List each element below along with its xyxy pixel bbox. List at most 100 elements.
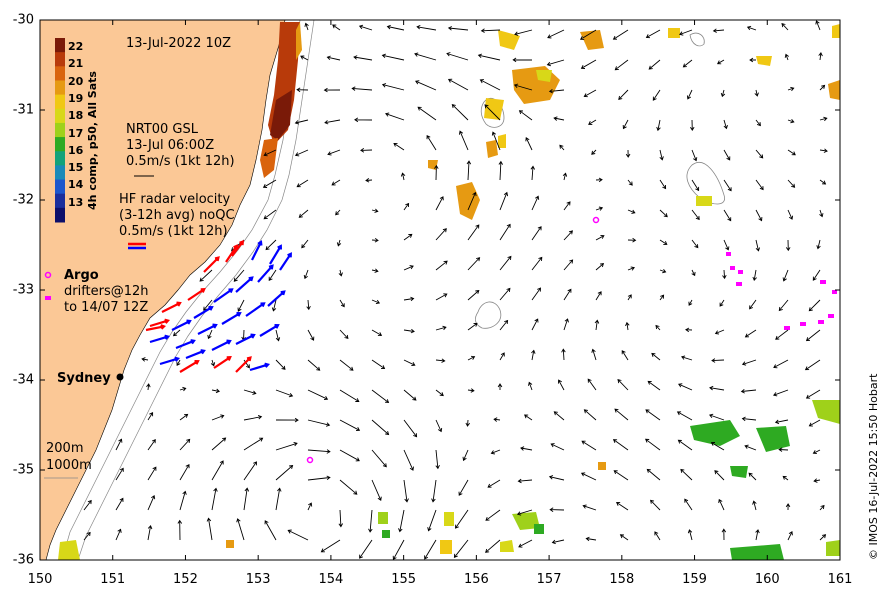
current-vector — [221, 312, 242, 325]
current-vector — [723, 209, 732, 222]
colorbar-segment — [55, 108, 65, 124]
current-vector — [659, 149, 664, 161]
current-vector — [563, 259, 574, 271]
current-vector — [652, 89, 661, 101]
current-vector — [207, 329, 213, 340]
current-vector — [625, 149, 631, 158]
current-vector — [655, 324, 661, 331]
current-vector — [645, 29, 661, 39]
current-vector — [787, 119, 795, 124]
current-vector — [493, 417, 501, 422]
current-vector — [530, 165, 535, 181]
current-vector — [518, 110, 533, 121]
x-tick-label: 151 — [100, 572, 126, 587]
current-vector — [498, 160, 503, 181]
current-vector — [335, 209, 341, 216]
current-vector — [812, 449, 821, 455]
current-vector — [467, 224, 480, 241]
current-vector — [339, 389, 360, 402]
current-vector — [787, 86, 795, 92]
current-vector — [741, 359, 757, 366]
current-vector — [467, 322, 478, 331]
current-vector — [149, 334, 171, 344]
current-vector — [773, 359, 789, 369]
current-vector — [279, 252, 292, 271]
current-vector — [612, 29, 629, 40]
current-vector — [580, 472, 597, 481]
current-vector — [211, 460, 224, 481]
current-vector — [487, 479, 501, 488]
current-vector — [199, 269, 213, 282]
current-vector — [755, 149, 764, 159]
current-vector — [557, 379, 565, 391]
colorbar-segment — [55, 151, 65, 166]
current-vector — [561, 348, 566, 361]
current-vector — [520, 446, 533, 451]
current-vector — [712, 28, 725, 33]
current-vector — [746, 25, 757, 31]
current-vector — [296, 87, 309, 93]
current-vector — [259, 324, 280, 337]
hf-radar-vectors — [145, 239, 292, 373]
current-vector — [403, 265, 414, 271]
current-vector — [403, 202, 410, 211]
current-vector — [323, 87, 341, 93]
current-vector — [177, 519, 183, 541]
hf-radar-line3: 0.5m/s (1kt 12h) — [119, 224, 228, 239]
current-vector — [778, 447, 789, 452]
current-vector — [755, 239, 761, 252]
current-vector — [524, 414, 533, 421]
current-vector — [447, 78, 469, 91]
current-vector — [371, 449, 387, 468]
current-vector — [235, 333, 256, 345]
current-vector — [819, 209, 824, 218]
current-vector — [307, 475, 331, 481]
current-vector — [553, 116, 565, 121]
current-vector — [268, 269, 277, 281]
x-tick-label: 157 — [536, 572, 562, 587]
current-vector — [263, 149, 277, 157]
current-vector — [371, 329, 383, 337]
current-vector — [528, 381, 533, 391]
current-vector — [805, 389, 821, 399]
current-vector — [479, 79, 501, 91]
argo-label: Argo — [64, 268, 99, 283]
colorbar-tick: 16 — [68, 143, 84, 157]
y-tick-label: -35 — [12, 462, 34, 478]
current-vector — [467, 191, 477, 211]
current-vector — [403, 328, 415, 334]
current-vector — [455, 509, 469, 529]
current-vector — [354, 117, 373, 123]
current-vector — [403, 359, 416, 367]
current-vector — [485, 509, 501, 521]
current-vector — [435, 228, 447, 241]
current-vector — [774, 419, 789, 425]
current-vector — [749, 57, 756, 63]
current-vector — [677, 439, 693, 451]
current-vector — [772, 389, 789, 397]
current-vector — [748, 472, 757, 481]
current-vector — [453, 539, 469, 558]
current-vector — [185, 349, 206, 360]
current-vector — [115, 528, 122, 541]
argo-markers — [44, 216, 600, 464]
current-vector — [714, 470, 725, 481]
current-vector — [211, 487, 218, 511]
current-vector — [147, 495, 156, 511]
current-vector — [685, 327, 693, 333]
current-vector — [723, 119, 728, 130]
seamount-lord-howe — [686, 162, 726, 205]
current-vector — [451, 103, 469, 121]
current-vector — [179, 360, 200, 373]
current-vector — [371, 389, 390, 404]
current-vector — [691, 269, 696, 277]
current-vector — [257, 264, 274, 283]
current-vector — [263, 209, 277, 220]
current-vector — [381, 83, 405, 91]
current-vector — [648, 59, 661, 70]
current-vector — [159, 356, 181, 366]
current-vector — [149, 318, 171, 328]
current-vector — [371, 479, 382, 501]
current-vector — [307, 359, 321, 371]
current-vector — [485, 539, 501, 553]
